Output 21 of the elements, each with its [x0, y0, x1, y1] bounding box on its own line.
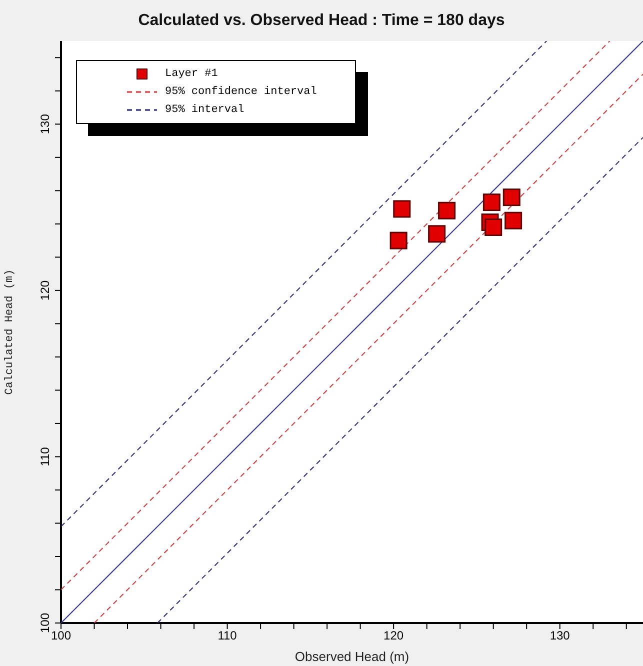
legend-label: 95% interval — [165, 104, 244, 116]
y-tick-label: 130 — [38, 114, 52, 134]
point — [438, 202, 456, 220]
point — [393, 200, 411, 218]
y-tick-label: 120 — [38, 280, 52, 300]
chart-title: Calculated vs. Observed Head : Time = 180 days — [137, 12, 506, 30]
legend-label: 95% confidence interval — [165, 86, 317, 98]
y-axis-title: Calculated Head (m) — [4, 269, 16, 395]
y-tick-label: 110 — [38, 446, 52, 466]
point — [502, 188, 520, 206]
point — [390, 232, 408, 250]
point — [428, 225, 446, 243]
x-axis-title: Observed Head (m) — [294, 649, 410, 664]
legend-label: Layer #1 — [165, 68, 218, 80]
point — [482, 194, 500, 212]
point — [484, 218, 502, 236]
x-tick-label: 100 — [50, 628, 72, 643]
x-tick-label: 130 — [550, 628, 570, 643]
point — [504, 212, 522, 230]
x-tick-label: 120 — [384, 628, 404, 643]
x-tick-label: 110 — [218, 628, 238, 643]
